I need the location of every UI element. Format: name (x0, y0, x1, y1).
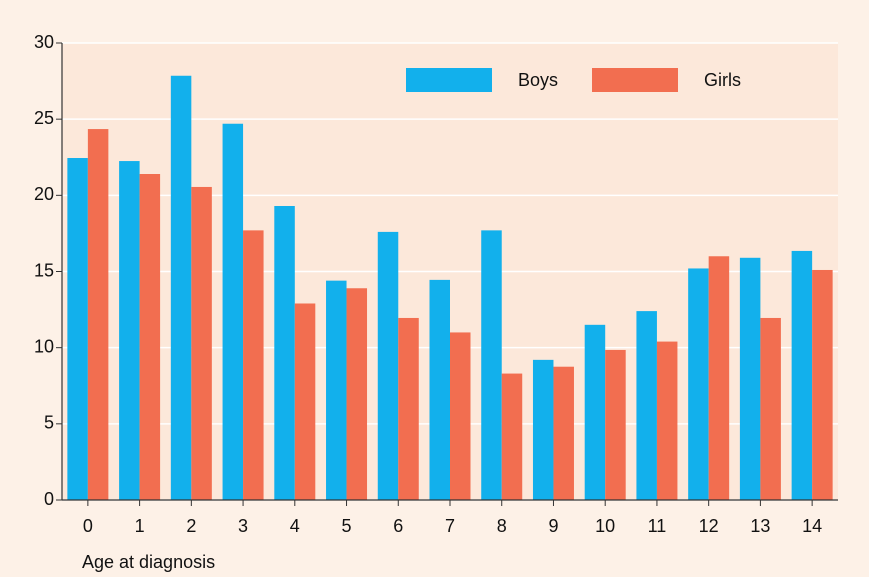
bar (532, 359, 554, 500)
bar (481, 230, 502, 500)
y-tick-label: 0 (44, 489, 54, 509)
x-axis-label: Age at diagnosis (82, 552, 215, 572)
x-tick-label: 10 (595, 516, 615, 536)
bar (584, 324, 606, 500)
bar (191, 186, 212, 500)
x-tick-label: 12 (699, 516, 719, 536)
bar (605, 349, 626, 500)
bar (377, 231, 399, 501)
legend-swatch (592, 68, 678, 92)
bar (760, 317, 781, 500)
bar (139, 174, 161, 501)
bar (87, 129, 109, 500)
x-tick-label: 2 (186, 516, 196, 536)
bar (688, 268, 709, 500)
bar (326, 280, 347, 500)
x-tick-label: 0 (83, 516, 93, 536)
bar (450, 332, 471, 500)
legend-label: Girls (704, 70, 741, 90)
bar (739, 257, 761, 500)
y-tick-label: 30 (34, 32, 54, 52)
legend-label: Boys (518, 70, 558, 90)
y-tick-label: 10 (34, 336, 54, 356)
bar (791, 250, 813, 500)
bar (170, 75, 192, 501)
bar (501, 373, 523, 500)
x-tick-label: 7 (445, 516, 455, 536)
x-tick-label: 4 (290, 516, 300, 536)
bar (274, 205, 295, 500)
bar (398, 317, 419, 500)
x-tick-label: 8 (497, 516, 507, 536)
bar (346, 288, 368, 500)
x-tick-label: 6 (393, 516, 403, 536)
x-tick-label: 9 (548, 516, 558, 536)
x-tick-label: 14 (802, 516, 822, 536)
bar (708, 256, 730, 500)
bar (553, 366, 574, 500)
x-tick-label: 5 (342, 516, 352, 536)
bar (812, 269, 833, 500)
bar (67, 158, 88, 501)
x-tick-label: 1 (135, 516, 145, 536)
bar (243, 230, 264, 500)
x-tick-label: 3 (238, 516, 248, 536)
bar (636, 311, 657, 500)
y-tick-label: 5 (44, 413, 54, 433)
legend-swatch (406, 68, 492, 92)
y-tick-label: 15 (34, 260, 54, 280)
bar (656, 341, 678, 500)
bar (429, 279, 450, 500)
x-tick-label: 11 (648, 516, 667, 536)
bar (119, 161, 140, 500)
y-tick-label: 25 (34, 108, 54, 128)
y-tick-label: 20 (34, 184, 54, 204)
bar (222, 123, 244, 500)
bar (294, 303, 316, 500)
x-tick-label: 13 (750, 516, 770, 536)
